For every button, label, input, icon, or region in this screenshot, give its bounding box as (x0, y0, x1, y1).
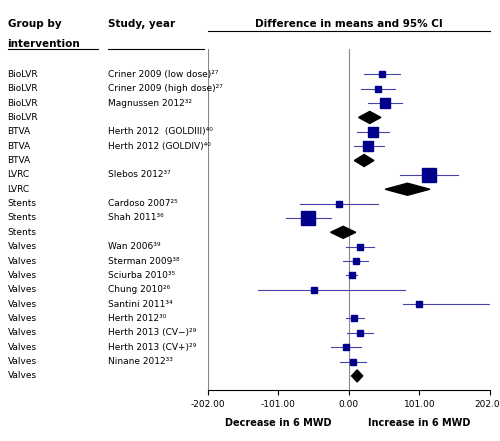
Text: Chung 2010²⁶: Chung 2010²⁶ (108, 285, 170, 294)
Text: Herth 2012³⁰: Herth 2012³⁰ (108, 314, 166, 323)
Text: Criner 2009 (high dose)²⁷: Criner 2009 (high dose)²⁷ (108, 84, 222, 93)
Text: BTVA: BTVA (8, 127, 30, 136)
Text: Valves: Valves (8, 357, 36, 366)
Text: Valves: Valves (8, 271, 36, 280)
Polygon shape (352, 370, 362, 382)
Text: Valves: Valves (8, 299, 36, 309)
Text: LVRC: LVRC (8, 185, 30, 194)
Text: BioLVR: BioLVR (8, 70, 38, 79)
Polygon shape (358, 112, 381, 123)
Text: intervention: intervention (8, 39, 80, 49)
Text: Criner 2009 (low dose)²⁷: Criner 2009 (low dose)²⁷ (108, 70, 218, 79)
Text: Valves: Valves (8, 371, 36, 381)
Text: Valves: Valves (8, 314, 36, 323)
Text: BTVA: BTVA (8, 142, 30, 151)
Text: Valves: Valves (8, 329, 36, 337)
Text: Santini 2011³⁴: Santini 2011³⁴ (108, 299, 172, 309)
Text: Sciurba 2010³⁵: Sciurba 2010³⁵ (108, 271, 174, 280)
Text: Valves: Valves (8, 343, 36, 352)
Polygon shape (354, 154, 374, 167)
Text: Sterman 2009³⁸: Sterman 2009³⁸ (108, 257, 179, 265)
Text: Valves: Valves (8, 285, 36, 294)
Text: Group by: Group by (8, 19, 61, 29)
Text: Increase in 6 MWD: Increase in 6 MWD (368, 418, 470, 428)
Text: Herth 2013 (CV+)²⁹: Herth 2013 (CV+)²⁹ (108, 343, 196, 352)
Text: Decrease in 6 MWD: Decrease in 6 MWD (225, 418, 332, 428)
Text: Stents: Stents (8, 213, 36, 222)
Text: BTVA: BTVA (8, 156, 30, 165)
Text: Herth 2012 (GOLDIV)⁴⁰: Herth 2012 (GOLDIV)⁴⁰ (108, 142, 210, 151)
Text: Herth 2013 (CV−)²⁹: Herth 2013 (CV−)²⁹ (108, 329, 196, 337)
Text: Difference in means and 95% CI: Difference in means and 95% CI (255, 19, 442, 29)
Polygon shape (385, 183, 430, 195)
Text: Magnussen 2012³²: Magnussen 2012³² (108, 99, 192, 108)
Text: BioLVR: BioLVR (8, 113, 38, 122)
Text: Stents: Stents (8, 228, 36, 237)
Text: Herth 2012  (GOLDIII)⁴⁰: Herth 2012 (GOLDIII)⁴⁰ (108, 127, 212, 136)
Text: BioLVR: BioLVR (8, 84, 38, 93)
Text: Cardoso 2007²⁵: Cardoso 2007²⁵ (108, 199, 177, 208)
Text: Wan 2006³⁹: Wan 2006³⁹ (108, 242, 160, 251)
Text: Valves: Valves (8, 242, 36, 251)
Text: Valves: Valves (8, 257, 36, 265)
Polygon shape (330, 226, 355, 238)
Text: Stents: Stents (8, 199, 36, 208)
Text: Slebos 2012³⁷: Slebos 2012³⁷ (108, 170, 170, 179)
Text: Shah 2011³⁶: Shah 2011³⁶ (108, 213, 163, 222)
Text: Ninane 2012³³: Ninane 2012³³ (108, 357, 172, 366)
Text: LVRC: LVRC (8, 170, 30, 179)
Text: Study, year: Study, year (108, 19, 174, 29)
Text: BioLVR: BioLVR (8, 99, 38, 108)
